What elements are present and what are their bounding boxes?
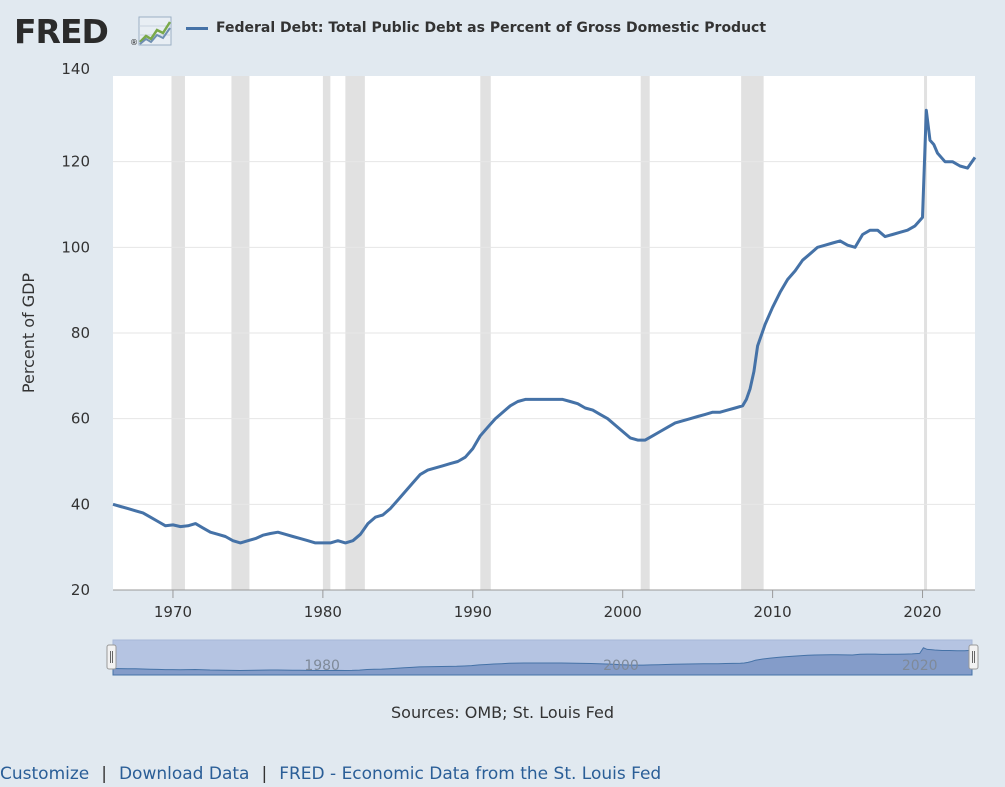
y-tick-label: 120 bbox=[61, 153, 90, 171]
registered-mark: ® bbox=[130, 38, 138, 47]
footer-links: Customize | Download Data | FRED - Economic … bbox=[0, 764, 661, 784]
series-line[interactable] bbox=[112, 108, 977, 545]
navigator-handle-right[interactable] bbox=[968, 644, 979, 670]
legend-swatch bbox=[186, 26, 208, 30]
navigator-label: 1980 bbox=[304, 658, 340, 674]
line-chart: 20 40 60 80 100 120 140 1970 1980 1990 2000 2010 20… bbox=[19, 60, 979, 676]
fred-logo[interactable]: FRED bbox=[14, 12, 109, 51]
y-tick-label: 20 bbox=[71, 581, 90, 599]
y-tick-label: 60 bbox=[71, 410, 90, 428]
x-tick-label: 1990 bbox=[454, 603, 492, 621]
x-tick-label: 1980 bbox=[304, 603, 342, 621]
sources-note: Sources: OMB; St. Louis Fed bbox=[391, 703, 614, 722]
navigator-series bbox=[112, 647, 973, 676]
y-tick-label: 140 bbox=[61, 60, 90, 78]
x-tick-label: 2010 bbox=[754, 603, 792, 621]
x-tick-labels: 1970 1980 1990 2000 2010 2020 bbox=[113, 589, 975, 621]
chart-header: FRED ® Federal Debt: Total Public Debt a… bbox=[12, 10, 992, 51]
range-navigator[interactable]: 1980 2000 2020 bbox=[106, 639, 979, 676]
x-tick-label: 1970 bbox=[154, 603, 192, 621]
legend[interactable]: Federal Debt: Total Public Debt as Perce… bbox=[186, 20, 766, 36]
navigator-handle-left[interactable] bbox=[106, 644, 117, 670]
y-tick-labels: 20 40 60 80 100 120 140 bbox=[61, 60, 90, 599]
download-data-link[interactable]: Download Data bbox=[118, 764, 250, 784]
link-separator: | bbox=[101, 764, 107, 784]
y-tick-label: 100 bbox=[61, 238, 90, 256]
series-lines bbox=[112, 108, 977, 545]
legend-label: Federal Debt: Total Public Debt as Perce… bbox=[216, 20, 767, 36]
gridlines bbox=[113, 161, 975, 505]
y-tick-label: 80 bbox=[71, 324, 90, 342]
x-tick-label: 2000 bbox=[604, 603, 642, 621]
navigator-label: 2020 bbox=[902, 658, 938, 674]
link-separator: | bbox=[261, 764, 268, 784]
y-tick-label: 40 bbox=[71, 495, 90, 513]
y-axis-label: Percent of GDP bbox=[19, 273, 38, 394]
customize-link[interactable]: Customize bbox=[0, 764, 90, 784]
fred-graph-icon bbox=[138, 16, 172, 46]
navigator-label: 2000 bbox=[603, 658, 639, 674]
x-tick-label: 2020 bbox=[903, 603, 941, 621]
fred-home-link[interactable]: FRED - Economic Data from the St. Louis … bbox=[279, 764, 662, 784]
